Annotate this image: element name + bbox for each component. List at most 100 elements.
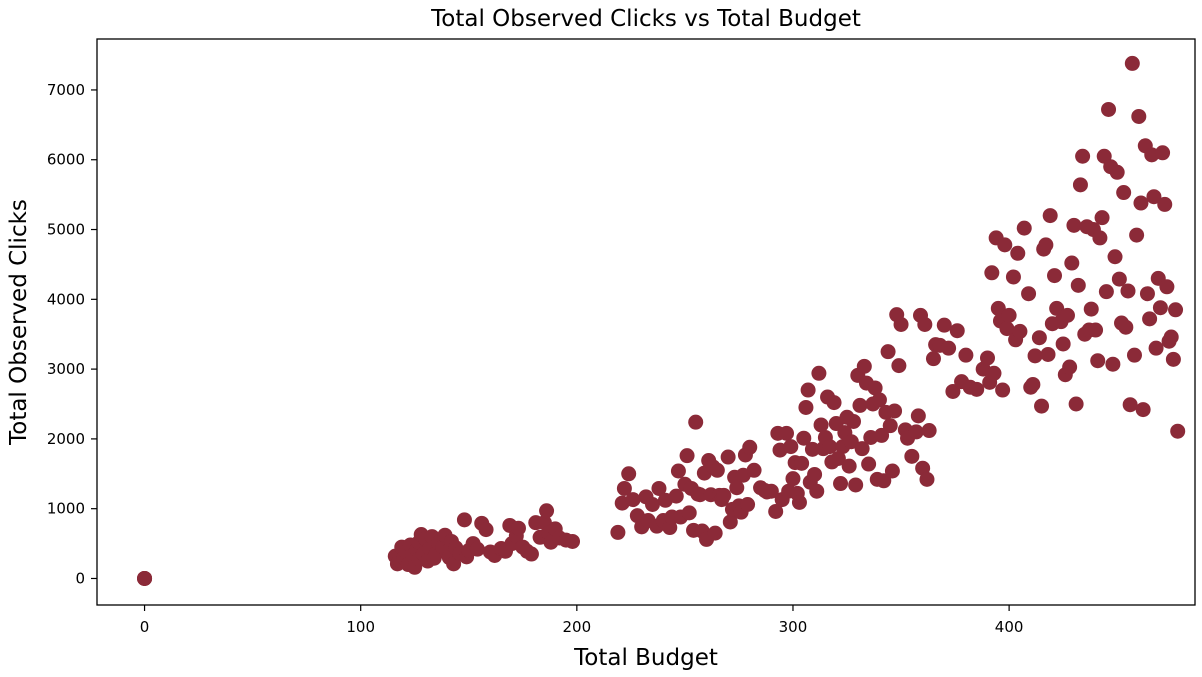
- data-point-61: [610, 524, 626, 540]
- data-point-245: [1098, 284, 1114, 300]
- data-point-206: [1005, 269, 1021, 285]
- data-point-205: [1001, 307, 1017, 323]
- data-point-213: [1025, 376, 1041, 392]
- x-tick-label-100: 100: [346, 618, 375, 636]
- y-tick-label-6000: 6000: [47, 151, 85, 169]
- y-tick-label-5000: 5000: [47, 221, 85, 239]
- data-point-177: [910, 408, 926, 424]
- data-points: [137, 55, 1186, 586]
- data-point-87: [692, 487, 708, 503]
- data-point-125: [791, 494, 807, 510]
- data-point-195: [980, 350, 995, 366]
- data-point-246: [1101, 101, 1117, 117]
- data-point-148: [841, 458, 857, 474]
- data-point-166: [880, 344, 896, 360]
- data-point-260: [1131, 108, 1147, 124]
- data-point-121: [783, 439, 799, 455]
- data-point-82: [681, 505, 697, 521]
- data-point-220: [1042, 208, 1058, 224]
- data-point-183: [925, 351, 941, 367]
- data-point-115: [768, 503, 784, 519]
- data-point-251: [1111, 271, 1127, 287]
- data-point-256: [1122, 397, 1138, 413]
- data-point-81: [679, 448, 695, 464]
- data-point-210: [1016, 220, 1032, 236]
- data-point-132: [807, 466, 823, 482]
- data-point-200: [990, 300, 1006, 316]
- data-point-232: [1070, 277, 1086, 293]
- data-point-191: [958, 347, 974, 363]
- data-point-163: [874, 427, 890, 443]
- data-point-187: [941, 340, 957, 356]
- data-point-155: [856, 358, 872, 374]
- data-point-63: [616, 480, 632, 496]
- data-point-273: [1159, 279, 1175, 295]
- data-point-168: [884, 463, 900, 479]
- data-point-258: [1126, 347, 1142, 363]
- data-point-181: [919, 471, 935, 487]
- data-point-272: [1157, 196, 1173, 212]
- data-point-175: [904, 448, 920, 464]
- data-point-153: [852, 397, 868, 413]
- data-point-127: [796, 430, 812, 446]
- data-point-133: [809, 483, 825, 499]
- data-point-230: [1066, 217, 1082, 233]
- data-point-150: [846, 413, 861, 429]
- data-point-144: [833, 476, 849, 492]
- data-point-209: [1012, 323, 1028, 339]
- y-tick-label-2000: 2000: [47, 430, 85, 448]
- data-point-257: [1124, 55, 1140, 71]
- data-point-186: [936, 317, 952, 333]
- data-point-182: [921, 423, 937, 439]
- data-point-139: [822, 439, 838, 455]
- data-point-216: [1034, 398, 1050, 414]
- data-point-204: [999, 321, 1015, 337]
- data-point-95: [709, 462, 725, 478]
- data-point-126: [794, 455, 810, 471]
- data-point-60: [565, 533, 581, 549]
- data-point-259: [1129, 227, 1145, 243]
- data-point-128: [798, 399, 814, 415]
- chart-title: Total Observed Clicks vs Total Budget: [430, 6, 861, 32]
- data-point-275: [1163, 329, 1179, 345]
- data-point-253: [1116, 185, 1132, 201]
- data-point-254: [1118, 319, 1134, 335]
- data-point-268: [1148, 340, 1164, 356]
- y-tick-label-3000: 3000: [47, 360, 85, 378]
- data-point-131: [804, 441, 820, 457]
- data-point-72: [651, 480, 667, 496]
- data-point-54: [539, 503, 555, 519]
- data-point-50: [523, 546, 539, 562]
- data-point-85: [688, 414, 704, 430]
- data-point-135: [813, 417, 829, 433]
- data-point-171: [891, 358, 907, 374]
- data-point-264: [1139, 286, 1155, 302]
- data-point-110: [746, 462, 762, 478]
- data-point-162: [871, 392, 887, 408]
- data-point-276: [1165, 351, 1181, 367]
- data-point-151: [848, 477, 864, 493]
- data-point-188: [945, 383, 961, 399]
- data-point-240: [1088, 322, 1104, 338]
- data-point-193: [969, 381, 985, 397]
- data-point-202: [995, 382, 1011, 398]
- plot-area-frame: [96, 38, 1196, 606]
- data-point-172: [893, 316, 909, 332]
- data-point-122: [785, 471, 801, 487]
- data-point-64: [621, 466, 637, 482]
- data-point-169: [887, 403, 903, 419]
- data-point-160: [867, 380, 883, 396]
- data-point-141: [826, 395, 842, 411]
- data-point-214: [1027, 348, 1043, 364]
- data-point-2: [137, 570, 153, 586]
- data-point-231: [1068, 396, 1084, 412]
- data-point-265: [1142, 311, 1158, 327]
- x-tick-label-200: 200: [563, 618, 592, 636]
- y-tick-label-7000: 7000: [47, 81, 85, 99]
- x-tick-label-0: 0: [140, 618, 150, 636]
- data-point-225: [1055, 336, 1071, 352]
- data-point-271: [1155, 145, 1171, 161]
- x-axis-label: Total Budget: [573, 645, 718, 671]
- x-tick-label-400: 400: [995, 618, 1024, 636]
